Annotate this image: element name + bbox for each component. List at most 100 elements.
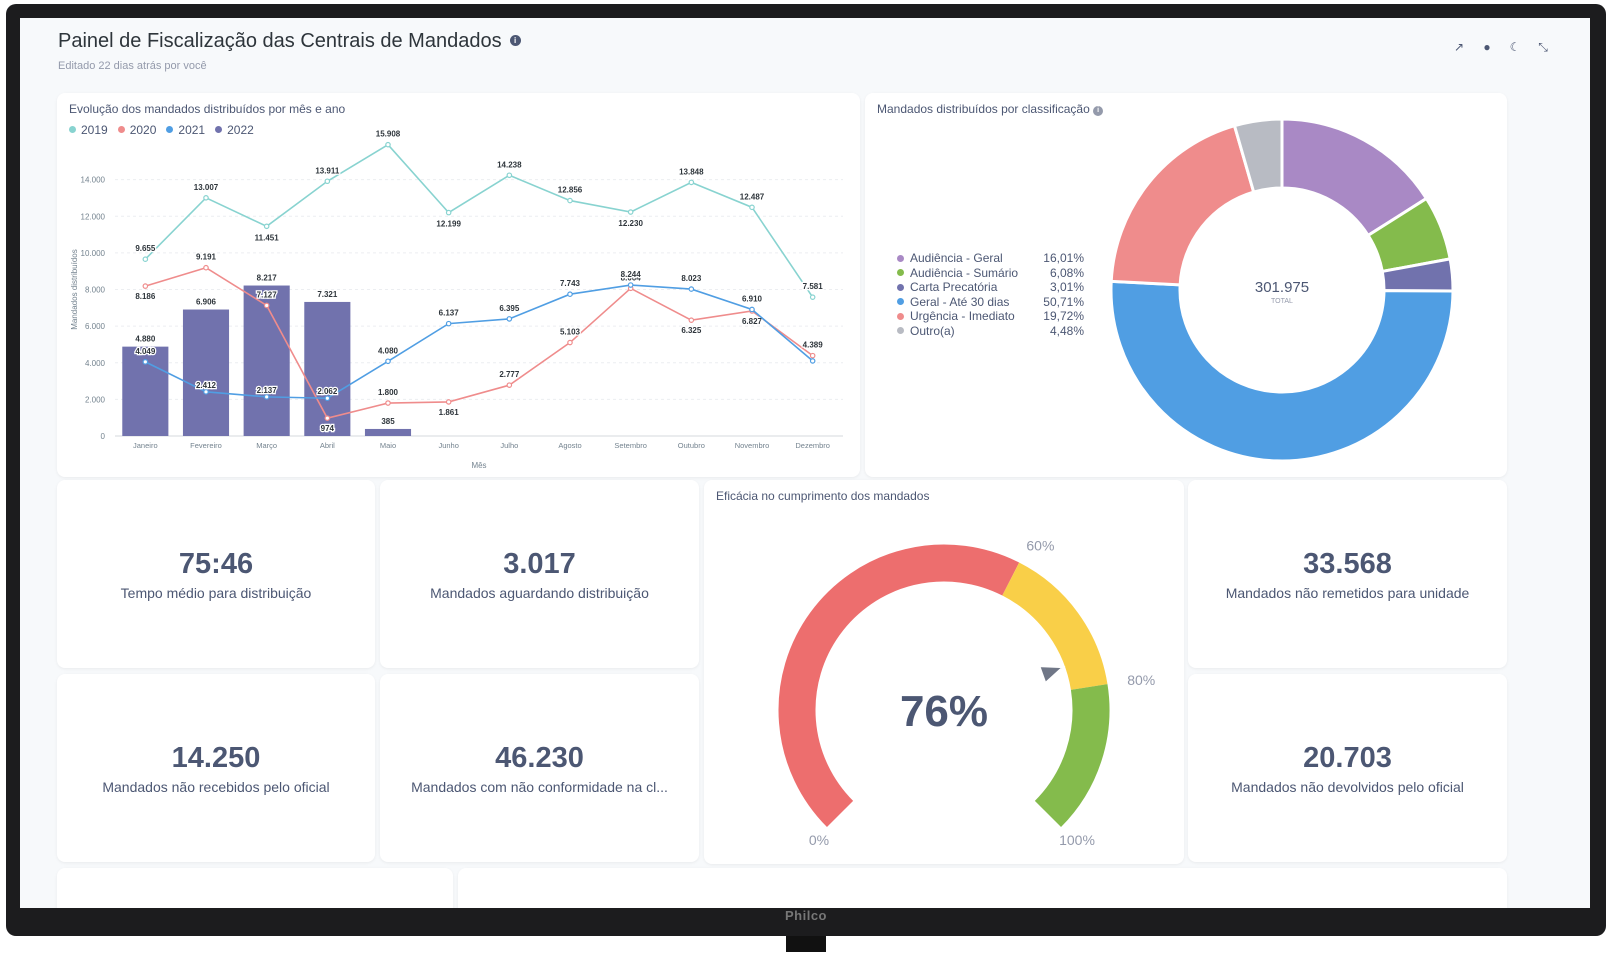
line-data-label: 13.848 — [679, 167, 704, 176]
line-data-label: 12.487 — [740, 192, 765, 201]
point-2020 — [445, 399, 452, 405]
kpi-card[interactable]: 20.703 Mandados não devolvidos pelo ofic… — [1188, 674, 1507, 862]
y-tick-label: 12.000 — [81, 212, 106, 221]
kpi-value: 20.703 — [1303, 741, 1392, 774]
efficacy-gauge-card[interactable]: Eficácia no cumprimento dos mandados 76%… — [704, 480, 1184, 864]
point-2019 — [324, 178, 331, 185]
kpi-card[interactable]: 33.568 Mandados não remetidos para unida… — [1188, 480, 1507, 668]
kpi-label: Mandados não recebidos pelo oficial — [102, 778, 330, 795]
line-data-label: 6.137 — [439, 309, 460, 318]
point-2020 — [567, 339, 573, 346]
info-icon[interactable]: i — [1093, 106, 1104, 116]
tv-brand-logo: Philco — [784, 908, 827, 923]
legend-label: 2020 — [129, 123, 157, 137]
y-tick-label: 6.000 — [85, 322, 106, 331]
bar-data-label: 6.906 — [196, 298, 217, 307]
legend-item[interactable]: 2020 — [117, 123, 157, 137]
line-data-label: 7.743 — [560, 279, 581, 288]
donut-slice — [1109, 123, 1256, 287]
donut-legend-item[interactable]: Outro(a) 4,48% — [897, 324, 1084, 339]
legend-dot — [897, 269, 904, 277]
point-2019 — [445, 209, 452, 216]
legend-percent: 4,48% — [1049, 323, 1084, 338]
point-2021 — [324, 395, 331, 402]
y-tick-label: 14.000 — [81, 176, 106, 185]
point-2019 — [809, 294, 816, 300]
x-tick-label: Agosto — [558, 441, 581, 450]
line-data-label: 5.103 — [560, 328, 581, 337]
line-chart-legend: 2019 2020 2021 2022 — [69, 123, 254, 137]
y-axis-label: Mandados distribuídos — [70, 249, 79, 330]
bar-2022 — [243, 285, 290, 436]
share-icon[interactable]: ↗ — [1453, 40, 1465, 54]
header-actions: ↗ ● ☾ ⤡ — [1452, 40, 1550, 54]
kpi-label: Mandados não devolvidos pelo oficial — [1231, 778, 1464, 795]
point-2021 — [203, 389, 209, 395]
donut-chart[interactable]: 301.975 TOTAL — [865, 93, 1507, 477]
point-2019 — [385, 141, 391, 148]
donut-legend-item[interactable]: Audiência - Sumário 6,08% — [897, 266, 1084, 281]
kpi-label: Mandados aguardando distribuição — [430, 584, 649, 601]
clock-icon[interactable]: ● — [1483, 40, 1491, 54]
legend-item[interactable]: 2021 — [166, 123, 205, 137]
kpi-value: 33.568 — [1303, 547, 1392, 580]
point-2021 — [688, 286, 695, 292]
point-2019 — [263, 223, 270, 230]
kpi-label: Mandados com não conformidade na cl... — [411, 778, 668, 795]
legend-percent: 16,01% — [1043, 251, 1084, 266]
line-2020 — [145, 266, 814, 420]
dashboard-screen: Painel de Fiscalização das Centrais de M… — [20, 18, 1590, 908]
legend-label: Carta Precatória — [910, 280, 998, 295]
legend-item[interactable]: 2019 — [69, 123, 108, 137]
gauge-title: Eficácia no cumprimento dos mandados — [716, 489, 930, 503]
line-data-label: 8.064 — [621, 273, 642, 282]
legend-label: Outro(a) — [910, 323, 955, 338]
kpi-card[interactable]: 3.017 Mandados aguardando distribuição — [380, 480, 699, 668]
kpi-value: 14.250 — [171, 741, 261, 774]
classification-card[interactable]: Mandados distribuídos por classificação … — [865, 93, 1507, 477]
kpi-label: Tempo médio para distribuição — [120, 584, 312, 601]
line-data-label: 974 — [321, 424, 335, 433]
y-tick-label: 0 — [101, 432, 106, 441]
donut-legend-item[interactable]: Urgência - Imediato 19,72% — [897, 309, 1084, 324]
point-2020 — [263, 302, 270, 309]
line-data-label: 2.777 — [499, 370, 520, 379]
x-tick-label: Outubro — [678, 441, 705, 450]
point-2019 — [203, 195, 209, 201]
line-data-label: 14.238 — [497, 160, 522, 169]
kpi-card[interactable]: 75:46 Tempo médio para distribuição — [57, 480, 375, 668]
line-2021 — [144, 284, 814, 400]
donut-chart-legend: Audiência - Geral 16,01% Audiência - Sumár… — [897, 251, 1084, 338]
line-data-label: 2.412 — [196, 381, 217, 390]
bar-2022 — [182, 309, 230, 436]
x-tick-label: Janeiro — [133, 441, 158, 450]
point-2021 — [445, 320, 452, 327]
point-2021 — [263, 394, 270, 400]
dashboard-header: Painel de Fiscalização das Centrais de M… — [58, 30, 521, 53]
point-2019 — [506, 172, 513, 179]
donut-legend-item[interactable]: Carta Precatória 3,01% — [897, 280, 1084, 295]
line-data-label: 4.080 — [378, 346, 399, 355]
gauge-chart[interactable]: 76% 0% 60% 80% 100% — [704, 480, 1184, 864]
donut-legend-item[interactable]: Geral - Até 30 dias 50,71% — [897, 295, 1084, 310]
line-chart[interactable]: 0 2.000 4.000 6.000 8.000 10.000 12.000 14.000 M… — [57, 93, 860, 477]
kpi-card[interactable]: 46.230 Mandados com não conformidade na … — [380, 674, 699, 862]
point-2021 — [809, 358, 816, 364]
line-data-label: 1.861 — [439, 408, 460, 417]
bar-2022 — [364, 428, 412, 436]
info-icon[interactable]: i — [509, 35, 521, 46]
fullscreen-icon[interactable]: ⤡ — [1538, 40, 1548, 54]
x-tick-label: Maio — [380, 441, 396, 450]
moon-icon[interactable]: ☾ — [1509, 40, 1521, 54]
x-tick-label: Fevereiro — [190, 441, 222, 450]
x-tick-label: Setembro — [614, 441, 647, 450]
legend-item[interactable]: 2022 — [215, 123, 254, 137]
legend-dot — [215, 126, 223, 133]
monthly-evolution-card[interactable]: Evolução dos mandados distribuídos por m… — [57, 93, 860, 477]
kpi-card[interactable]: 14.250 Mandados não recebidos pelo ofici… — [57, 674, 375, 862]
kpi-label: Mandados não remetidos para unidade — [1225, 584, 1470, 601]
line-data-label: 7.127 — [257, 290, 278, 299]
donut-legend-item[interactable]: Audiência - Geral 16,01% — [897, 251, 1084, 266]
point-2021 — [749, 306, 755, 313]
x-axis-label: Mês — [471, 461, 486, 470]
